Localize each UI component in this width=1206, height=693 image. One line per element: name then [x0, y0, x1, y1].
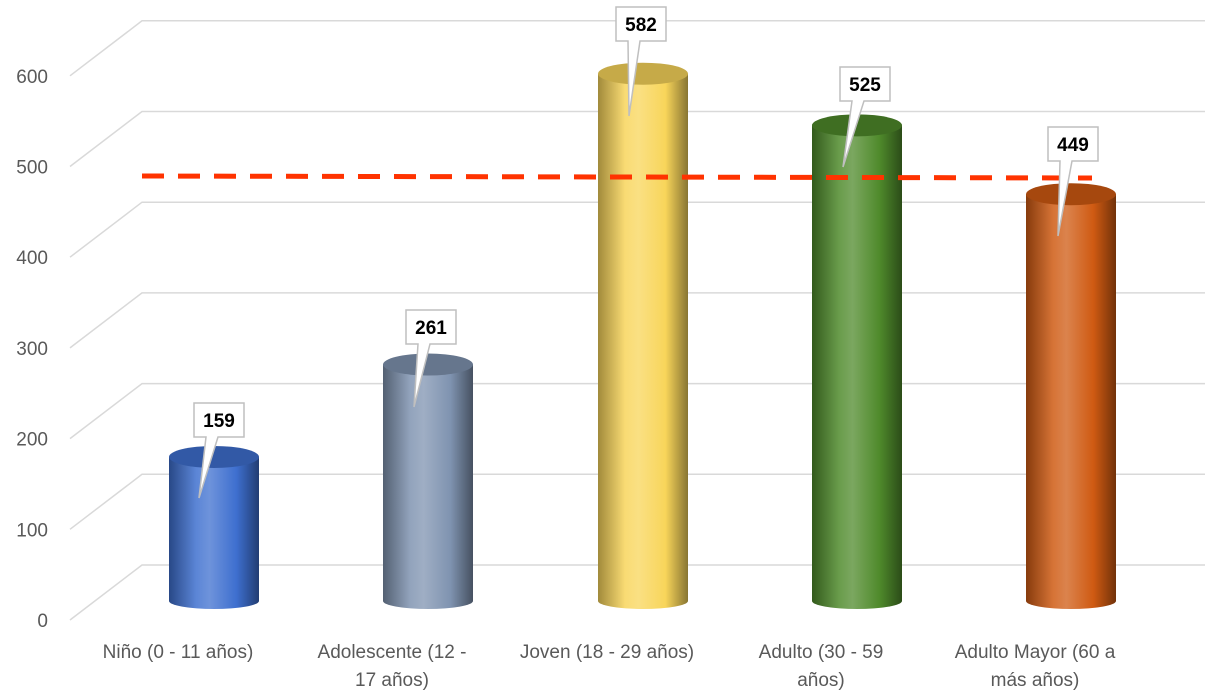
category-label: años) [797, 670, 845, 691]
data-label: 261 [415, 318, 447, 339]
y-tick-label: 500 [16, 158, 48, 179]
category-label: Adulto (30 - 59 [759, 642, 884, 663]
data-label-callout: 525 [839, 66, 891, 168]
reference-line-group [141, 173, 1093, 181]
data-label-callout: 261 [405, 309, 457, 408]
bar-top [598, 62, 688, 85]
data-label: 159 [203, 411, 235, 432]
y-tick-label: 400 [16, 248, 48, 269]
reference-line [141, 173, 1093, 181]
category-label: Niño (0 - 11 años) [103, 642, 254, 663]
data-label: 525 [849, 75, 881, 96]
category-label: 17 años) [355, 670, 429, 691]
bar-top [1026, 183, 1116, 206]
bar-top [383, 353, 473, 376]
y-tick-label: 0 [37, 611, 48, 632]
bar [812, 125, 902, 609]
bar [169, 456, 259, 609]
data-label: 582 [625, 15, 657, 36]
category-label: Joven (18 - 29 años) [520, 642, 694, 663]
y-tick-label: 100 [16, 520, 48, 541]
bar [598, 73, 688, 609]
category-label: más años) [991, 670, 1080, 691]
data-label-callout: 159 [193, 402, 245, 499]
y-tick-label: 300 [16, 339, 48, 360]
bar [383, 364, 473, 609]
bar [1026, 194, 1116, 609]
data-label-callout: 582 [615, 6, 667, 117]
y-tick-label: 200 [16, 430, 48, 451]
gridline [69, 20, 1205, 77]
category-label: Adulto Mayor (60 a [955, 642, 1116, 663]
chart-bars [169, 62, 1116, 609]
category-label: Adolescente (12 - [318, 642, 467, 663]
data-labels: 159 261 582 525 449 [193, 6, 1099, 499]
data-label-callout: 449 [1047, 126, 1099, 237]
bar-top [169, 445, 259, 468]
y-tick-label: 600 [16, 67, 48, 88]
chart-grid [69, 20, 1205, 621]
x-axis-labels: Niño (0 - 11 años) Adolescente (12 - 17 añ… [103, 642, 1116, 691]
y-axis-ticks: 0 100 200 300 400 500 600 [16, 67, 48, 632]
data-label: 449 [1057, 135, 1089, 156]
